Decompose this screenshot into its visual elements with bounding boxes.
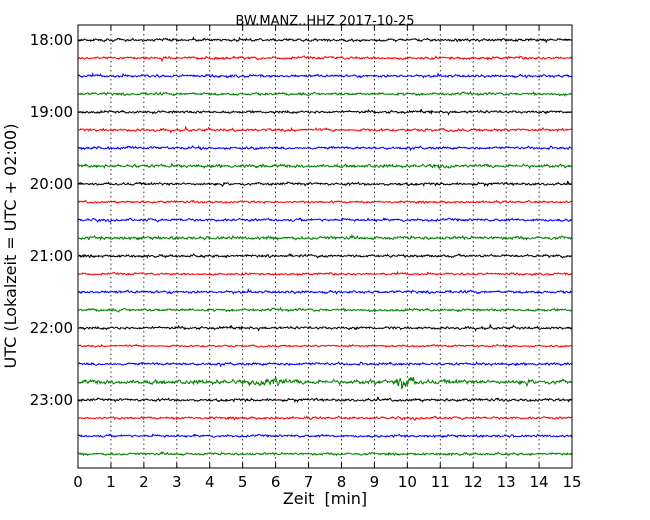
x-axis-label: Zeit [min] (283, 489, 367, 508)
trace-2315 (77, 415, 573, 421)
trace-2015 (77, 199, 573, 205)
trace-1845 (77, 90, 573, 97)
x-tick-label: 6 (271, 473, 281, 491)
x-tick-label: 4 (205, 473, 215, 491)
trace-2230 (77, 360, 572, 368)
y-tick-label: 22:00 (30, 319, 73, 337)
x-tick-label: 8 (337, 473, 347, 491)
y-tick-label: 20:00 (30, 175, 73, 193)
trace-2345 (77, 450, 572, 457)
x-tick-label: 5 (238, 473, 248, 491)
x-tick-label: 9 (370, 473, 380, 491)
trace-1800 (77, 36, 572, 44)
x-tick-label: 12 (464, 473, 483, 491)
y-tick-label: 23:00 (30, 391, 73, 409)
plot-frame (77, 24, 573, 469)
trace-1915 (77, 125, 573, 134)
trace-2115 (77, 270, 573, 276)
y-axis-ticks: 18:00 19:00 20:00 21:00 22:00 23:00 (30, 31, 572, 409)
trace-2215 (77, 343, 573, 348)
x-tick-label: 15 (562, 473, 581, 491)
y-tick-label: 18:00 (30, 31, 73, 49)
traces (77, 36, 573, 457)
x-tick-label: 14 (530, 473, 549, 491)
trace-2300 (77, 396, 573, 404)
trace-2245 (77, 376, 573, 390)
x-tick-label: 7 (304, 473, 314, 491)
x-tick-label: 1 (106, 473, 116, 491)
trace-2045 (77, 233, 573, 242)
x-tick-label: 3 (172, 473, 182, 491)
y-axis-label: UTC (Lokalzeit = UTC + 02:00) (1, 124, 20, 369)
x-tick-label: 11 (431, 473, 450, 491)
x-axis-ticks: 0 1 2 3 4 5 6 7 8 9 10 11 12 13 14 15 (73, 25, 582, 491)
trace-2000 (77, 180, 573, 188)
gridlines (110, 25, 540, 468)
trace-1830 (77, 71, 572, 79)
trace-2100 (77, 253, 572, 260)
x-tick-label: 10 (398, 473, 417, 491)
trace-2130 (77, 287, 573, 295)
x-tick-label: 2 (139, 473, 149, 491)
x-tick-label: 13 (497, 473, 516, 491)
trace-1945 (77, 162, 573, 170)
trace-1900 (78, 108, 573, 116)
y-tick-label: 21:00 (30, 247, 73, 265)
x-tick-label: 0 (73, 473, 83, 491)
trace-2030 (77, 217, 573, 224)
trace-1930 (77, 145, 573, 152)
trace-2330 (77, 433, 573, 439)
trace-2145 (77, 306, 573, 313)
y-tick-label: 19:00 (30, 103, 73, 121)
trace-1815 (77, 55, 573, 63)
trace-2200 (77, 323, 573, 332)
chart-title: BW.MANZ..HHZ 2017-10-25 (235, 14, 414, 29)
